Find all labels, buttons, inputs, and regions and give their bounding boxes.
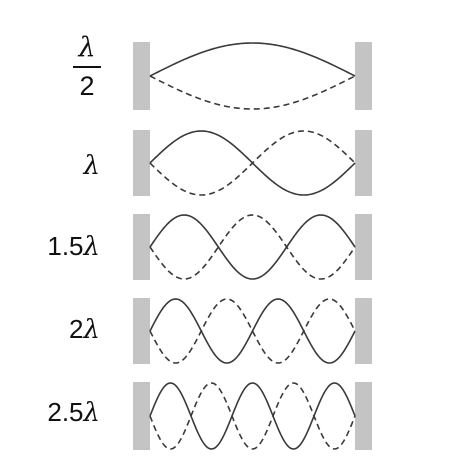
mode-4 — [133, 298, 372, 364]
left-wall — [133, 382, 150, 450]
left-wall — [133, 130, 150, 196]
wave-solid — [149, 42, 356, 77]
mode-label-2-lambda: 2λ — [69, 314, 100, 345]
lambda-symbol: λ — [83, 232, 100, 262]
wave-dashed — [149, 382, 356, 450]
mode-label-half-lambda: λ 2 — [67, 33, 107, 101]
right-wall — [355, 214, 372, 280]
lambda-symbol: λ — [83, 315, 100, 345]
mode-3 — [133, 214, 372, 280]
fraction-numerator: λ — [78, 32, 96, 63]
mode-label-lambda: λ — [84, 150, 100, 181]
mode-multiplier: 1.5 — [47, 231, 84, 261]
right-wall — [355, 130, 372, 196]
mode-label-2-5-lambda: 2.5λ — [47, 397, 100, 428]
right-wall — [355, 298, 372, 364]
mode-5 — [133, 382, 372, 450]
mode-2 — [133, 130, 372, 196]
fraction-denominator: 2 — [79, 71, 95, 101]
wave-dashed — [149, 75, 356, 110]
left-wall — [133, 42, 150, 110]
mode-label-1-5-lambda: 1.5λ — [47, 231, 100, 262]
fraction-bar — [73, 66, 101, 68]
right-wall — [355, 382, 372, 450]
right-wall — [355, 42, 372, 110]
wave-solid — [149, 382, 356, 450]
left-wall — [133, 298, 150, 364]
wave-dashed — [149, 130, 356, 196]
left-wall — [133, 214, 150, 280]
wave-solid — [149, 214, 356, 280]
mode-multiplier: 2.5 — [47, 397, 84, 427]
lambda-symbol: λ — [83, 151, 100, 181]
wave-dashed — [149, 298, 356, 364]
mode-multiplier: 2 — [69, 314, 84, 344]
mode-1 — [133, 42, 372, 110]
lambda-symbol: λ — [83, 398, 100, 428]
wave-solid — [149, 298, 356, 364]
wave-dashed — [149, 214, 356, 280]
